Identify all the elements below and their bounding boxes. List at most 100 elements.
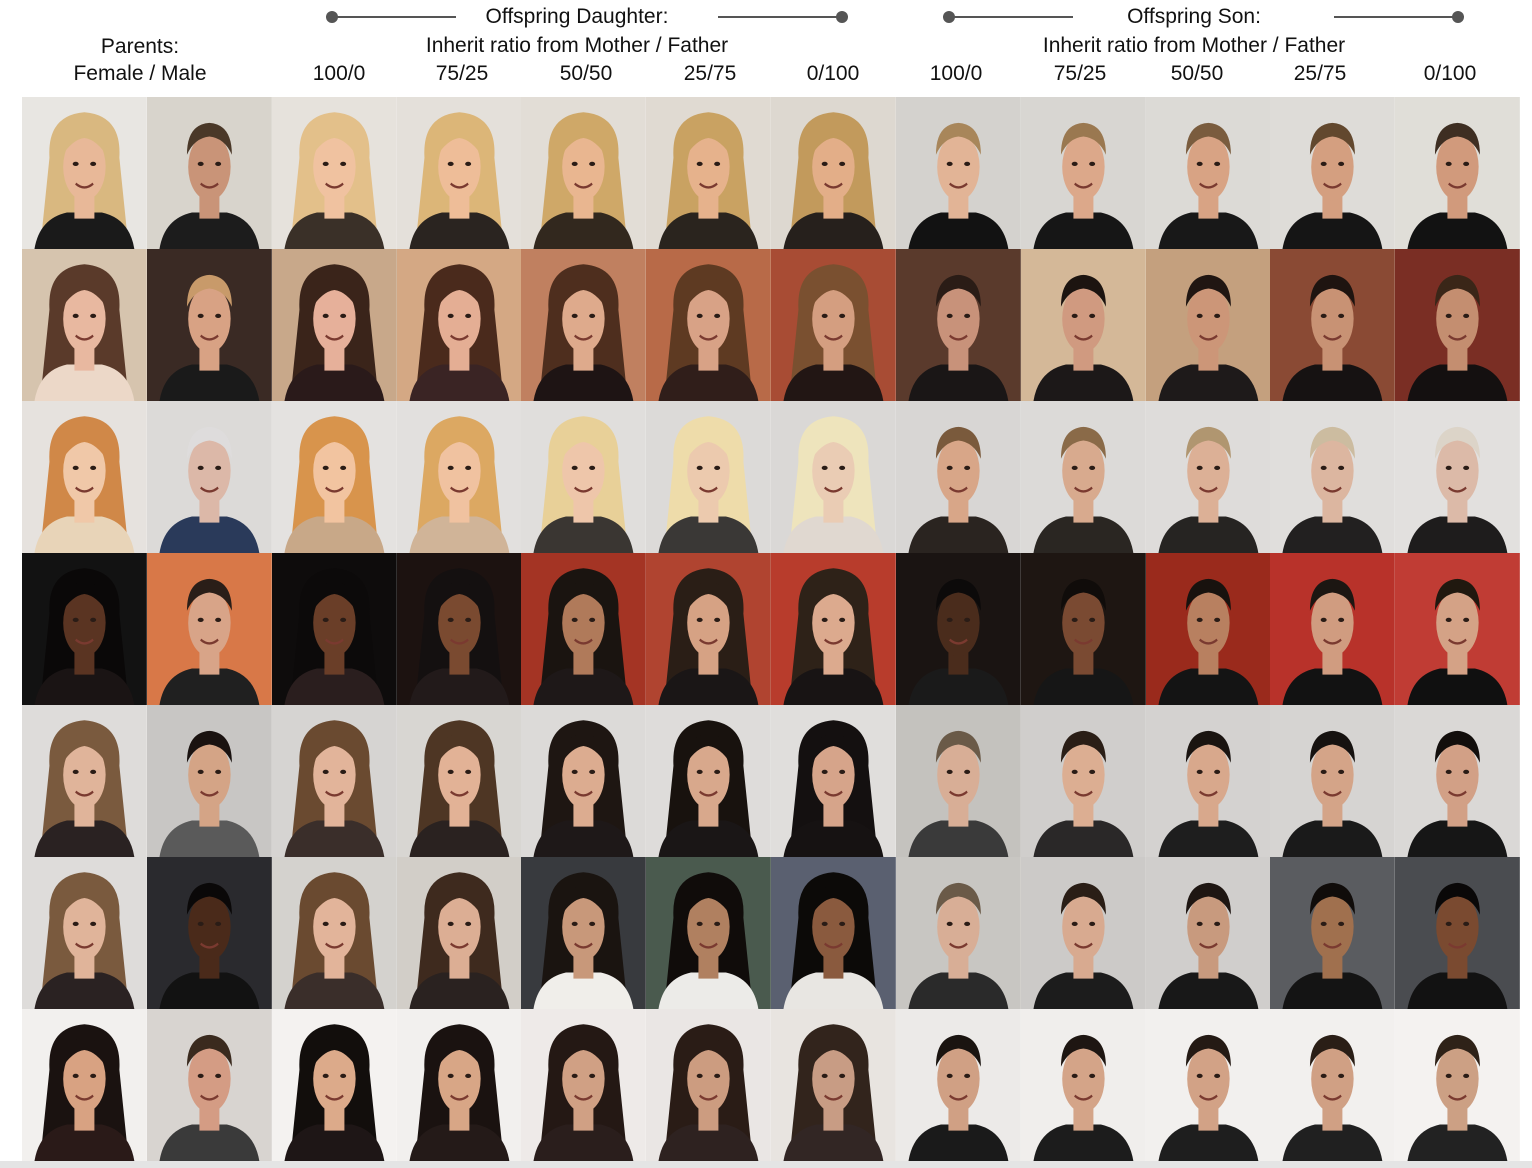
right-eye xyxy=(1338,1073,1345,1079)
mouth xyxy=(948,182,968,189)
left-eye xyxy=(322,1073,329,1079)
neck xyxy=(199,954,220,979)
mouth xyxy=(449,334,469,341)
neck xyxy=(823,346,844,371)
shoulders xyxy=(1407,212,1508,249)
face-portrait xyxy=(396,97,522,249)
face xyxy=(812,893,855,961)
mouth xyxy=(948,638,968,645)
shoulders xyxy=(783,212,884,249)
shoulders xyxy=(34,820,135,857)
left-eye xyxy=(1196,769,1203,775)
shoulders xyxy=(1282,972,1383,1009)
left-eye xyxy=(1071,313,1078,319)
neck xyxy=(199,650,220,675)
face xyxy=(812,589,855,657)
right-eye xyxy=(464,921,471,927)
father-face-image: Father xyxy=(146,857,272,1009)
mouth xyxy=(1323,334,1343,341)
mouth xyxy=(824,942,843,949)
right-eye xyxy=(464,617,471,623)
mouth xyxy=(199,486,219,493)
neck xyxy=(199,194,220,219)
right-eye xyxy=(1213,921,1220,927)
daughter-face-image: 50/50 xyxy=(521,1009,647,1161)
mouth xyxy=(574,182,594,189)
son-face-image: 50/50 xyxy=(1145,857,1271,1009)
shoulders xyxy=(34,1124,135,1161)
right-eye xyxy=(1088,769,1095,775)
son-face-image: 0/100 xyxy=(1395,553,1520,705)
daughter-face-image: 75/25 xyxy=(396,705,522,857)
daughter-face-image: 0/100 xyxy=(771,553,896,705)
daughter-face-image: 100/0 xyxy=(271,553,397,705)
hair-fringe xyxy=(60,885,109,918)
daughter-face-image: 75/25 xyxy=(396,553,522,705)
mouth xyxy=(1323,638,1343,645)
hair-top xyxy=(1435,730,1481,763)
shoulders xyxy=(908,1124,1009,1161)
neck xyxy=(1197,346,1218,371)
son-ratio-label: 75/25 xyxy=(1053,62,1107,85)
face-portrait xyxy=(1020,249,1146,401)
neck xyxy=(448,650,469,675)
hair-top xyxy=(186,122,232,155)
shoulders xyxy=(1282,820,1383,857)
right-eye xyxy=(714,617,721,623)
son-face-image: 0/100 xyxy=(1395,401,1520,553)
right-eye xyxy=(714,769,721,775)
mouth xyxy=(699,1094,718,1101)
shoulders xyxy=(408,820,509,857)
face xyxy=(188,1045,231,1113)
left-eye xyxy=(197,161,204,167)
left-eye xyxy=(572,921,579,927)
hair-fringe xyxy=(560,429,608,462)
hair-top xyxy=(1435,882,1481,915)
neck xyxy=(698,650,719,675)
face-portrait xyxy=(1270,553,1396,705)
mouth xyxy=(948,486,968,493)
left-eye xyxy=(447,1073,454,1079)
left-eye xyxy=(572,465,579,471)
left-eye xyxy=(1445,313,1452,319)
face-portrait xyxy=(521,249,647,401)
right-eye xyxy=(214,313,221,319)
right-eye xyxy=(464,1073,471,1079)
hair-fringe xyxy=(60,581,109,614)
son-face-image: 25/75 xyxy=(1270,249,1396,401)
neck xyxy=(448,194,469,219)
right-eye xyxy=(1213,465,1220,471)
left-eye xyxy=(197,921,204,927)
daughter-title: Offspring Daughter: xyxy=(485,5,669,28)
mouth xyxy=(824,486,843,493)
face xyxy=(188,285,231,353)
left-eye xyxy=(1445,161,1452,167)
left-eye xyxy=(696,465,703,471)
neck xyxy=(698,802,719,827)
left-eye xyxy=(1071,617,1078,623)
son-face-image: 75/25 xyxy=(1020,857,1146,1009)
right-eye xyxy=(1338,161,1345,167)
daughter-inherit-label: Inherit ratio from Mother / Father xyxy=(425,34,729,57)
right-eye xyxy=(839,769,846,775)
face-portrait xyxy=(1145,97,1271,249)
right-eye xyxy=(714,161,721,167)
face-portrait xyxy=(396,857,522,1009)
daughter-face-image: 0/100 xyxy=(771,1009,896,1161)
face-portrait xyxy=(1395,553,1520,705)
shoulders xyxy=(408,364,509,401)
face xyxy=(1311,437,1354,505)
left-eye xyxy=(447,769,454,775)
face-portrait xyxy=(1395,857,1520,1009)
right-eye xyxy=(90,769,97,775)
left-eye xyxy=(197,465,204,471)
neck xyxy=(1447,498,1468,523)
son-face-image: 100/0 xyxy=(895,249,1021,401)
right-eye xyxy=(339,921,346,927)
mouth xyxy=(324,790,344,797)
daughter-face-image: 75/25 xyxy=(396,97,522,249)
face-portrait xyxy=(771,97,896,249)
face xyxy=(937,437,980,505)
shoulders xyxy=(1407,516,1508,553)
left-eye xyxy=(1071,1073,1078,1079)
